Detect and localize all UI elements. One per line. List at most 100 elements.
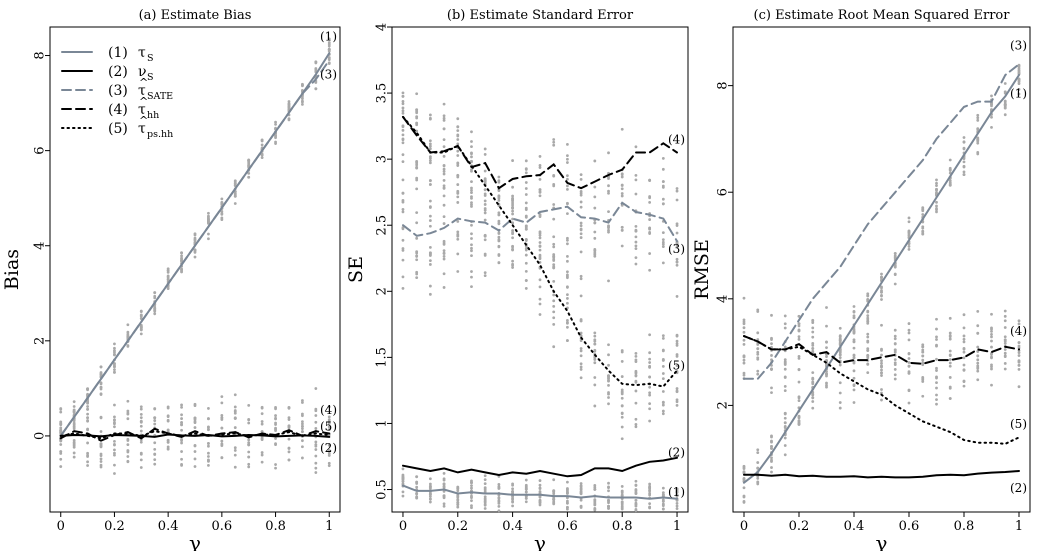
replicate-point: [113, 370, 116, 374]
y-tick-label: 2: [716, 401, 731, 409]
replicate-point: [962, 384, 966, 388]
replicate-point: [552, 299, 556, 303]
replicate-point: [675, 398, 679, 402]
replicate-point: [415, 480, 419, 484]
replicate-point: [675, 400, 679, 404]
replicate-point: [401, 100, 405, 103]
replicate-point: [962, 326, 966, 330]
replicate-point: [193, 255, 197, 259]
replicate-point: [675, 222, 679, 226]
replicate-point: [327, 422, 331, 425]
replicate-point: [1003, 335, 1007, 339]
replicate-point: [301, 83, 304, 87]
replicate-point: [566, 286, 569, 289]
replicate-point: [497, 231, 501, 235]
replicate-point: [247, 441, 251, 445]
replicate-point: [511, 185, 514, 189]
replicate-point: [153, 419, 157, 422]
replicate-point: [483, 194, 487, 197]
replicate-point: [566, 499, 569, 503]
replicate-point: [193, 416, 197, 420]
replicate-point: [274, 463, 277, 466]
replicate-point: [511, 203, 514, 207]
replicate-point: [470, 145, 473, 149]
replicate-point: [893, 252, 897, 255]
replicate-point: [607, 383, 610, 387]
replicate-point: [483, 218, 487, 222]
x-tick-label: 0.8: [612, 519, 633, 534]
replicate-point: [607, 343, 610, 347]
panel-1: (a) Estimate Bias 0 0.2 0.4 0.6 0.8 1 0 2 4 6 8 γ Bia…: [1, 8, 341, 551]
replicate-point: [415, 491, 419, 495]
legend-item-s4: (4) τ^ hh: [61, 95, 159, 121]
replicate-point: [893, 264, 897, 268]
replicate-point: [72, 419, 76, 423]
replicate-point: [166, 415, 170, 419]
replicate-point: [538, 248, 542, 252]
replicate-point: [524, 224, 528, 228]
replicate-point: [193, 404, 197, 407]
replicate-point: [579, 491, 583, 495]
replicate-point: [566, 174, 569, 178]
replicate-point: [301, 422, 304, 426]
replicate-point: [207, 441, 210, 445]
x-tick-label: 0: [740, 519, 748, 534]
replicate-point: [661, 372, 665, 375]
replicate-point: [442, 222, 446, 225]
replicate-point: [442, 186, 446, 190]
replicate-point: [742, 486, 746, 490]
replicate-point: [579, 221, 583, 225]
x-tick-label: 0.4: [844, 519, 865, 534]
replicate-point: [593, 247, 597, 251]
x-tick-label: 0.2: [104, 519, 125, 534]
replicate-point: [207, 232, 210, 236]
replicate-point: [797, 354, 801, 358]
x-tick-label: 0.6: [212, 519, 233, 534]
replicate-point: [193, 236, 197, 240]
replicate-point: [287, 102, 291, 105]
replicate-point: [935, 335, 938, 339]
replicate-point: [783, 412, 787, 416]
replicate-point: [607, 481, 610, 485]
replicate-point: [675, 189, 679, 193]
replicate-point: [207, 417, 210, 421]
replicate-point: [428, 486, 432, 489]
replicate-point: [1003, 319, 1007, 323]
replicate-point: [921, 232, 925, 236]
legend-symbol: ν: [138, 64, 147, 80]
replicate-point: [962, 136, 966, 139]
replicate-point: [1017, 354, 1021, 357]
replicate-point: [634, 229, 638, 233]
replicate-point: [86, 401, 89, 405]
replicate-point: [511, 266, 514, 269]
replicate-point: [113, 418, 116, 422]
replicate-point: [579, 173, 583, 177]
replicate-point: [274, 126, 277, 130]
replicate-point: [770, 338, 773, 341]
replicate-point: [838, 391, 842, 395]
replicate-point: [976, 345, 980, 349]
replicate-point: [770, 470, 773, 474]
replicate-point: [442, 249, 446, 253]
replicate-point: [274, 414, 277, 417]
replicate-point: [880, 388, 883, 391]
replicate-point: [935, 357, 938, 361]
replicate-point: [401, 200, 405, 204]
replicate-point: [566, 490, 569, 494]
replicate-point: [921, 209, 925, 213]
y-tick-label: 4: [375, 23, 390, 31]
replicate-point: [1017, 322, 1021, 326]
replicate-point: [327, 42, 331, 46]
replicate-point: [524, 201, 528, 205]
replicate-point: [456, 232, 460, 236]
replicate-point: [675, 342, 679, 345]
replicate-point: [483, 234, 487, 238]
replicate-point: [524, 159, 528, 163]
x-tick-label: 0.4: [502, 519, 523, 534]
replicate-point: [139, 466, 143, 469]
replicate-point: [497, 238, 501, 241]
replicate-point: [935, 386, 938, 390]
replicate-point: [166, 405, 170, 409]
replicate-point: [415, 276, 419, 280]
replicate-point: [207, 451, 210, 455]
